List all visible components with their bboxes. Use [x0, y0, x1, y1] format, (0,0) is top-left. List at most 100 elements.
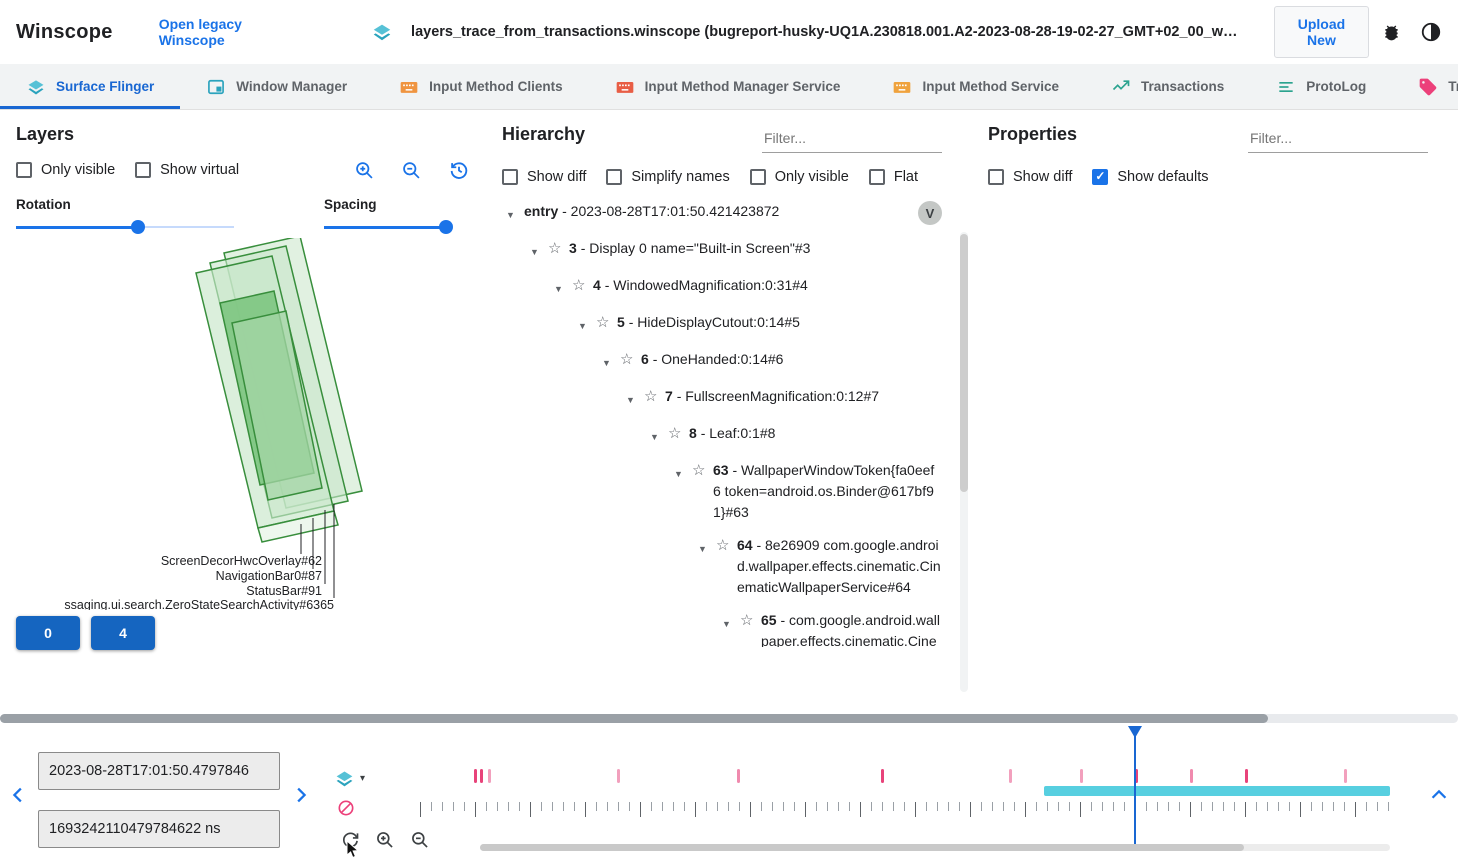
timeline-track-area[interactable]: [420, 724, 1395, 860]
tab-transitions[interactable]: Tra: [1392, 64, 1458, 109]
reset-view-icon[interactable]: [448, 159, 470, 181]
show-diff-checkbox[interactable]: Show diff: [988, 169, 1072, 185]
timestamp-input-human[interactable]: [38, 752, 280, 790]
show-diff-checkbox[interactable]: Show diff: [502, 169, 586, 185]
transactions-trace-toggle[interactable]: [336, 798, 356, 818]
chevron-down-icon[interactable]: ▼: [554, 284, 563, 294]
chevron-down-icon[interactable]: ▼: [578, 321, 587, 331]
layer-label[interactable]: ssaging.ui.search.ZeroStateSearchActivit…: [64, 598, 334, 612]
timestamp-input-ns[interactable]: [38, 810, 280, 848]
simplify-names-checkbox[interactable]: Simplify names: [606, 169, 730, 185]
only-visible-checkbox[interactable]: Only visible: [16, 162, 115, 178]
star-icon[interactable]: ☆: [572, 277, 586, 294]
panel-resize-divider[interactable]: [0, 712, 1458, 724]
chevron-down-icon[interactable]: ▼: [626, 395, 635, 405]
tree-node[interactable]: ▼ ☆ 8 - Leaf:0:1#8: [502, 417, 942, 454]
tree-node[interactable]: ▼ ☆ 7 - FullscreenMagnification:0:12#7: [502, 380, 942, 417]
hierarchy-filter-input[interactable]: [762, 124, 942, 153]
slider-thumb[interactable]: [131, 220, 146, 234]
tab-surface-flinger[interactable]: Surface Flinger: [0, 64, 181, 109]
display-button-0[interactable]: 0: [16, 616, 80, 650]
zoom-fit-icon[interactable]: [340, 830, 360, 850]
chevron-down-icon[interactable]: ▼: [602, 358, 611, 368]
only-visible-checkbox[interactable]: Only visible: [749, 169, 849, 185]
surface-flinger-trace-toggle[interactable]: ▾: [334, 768, 365, 789]
timeline-scrollbar[interactable]: [480, 844, 1390, 851]
timeline-event-marker[interactable]: [1080, 769, 1084, 783]
star-icon[interactable]: ☆: [548, 240, 562, 257]
upload-new-button[interactable]: Upload New: [1273, 6, 1369, 58]
timeline-marker-track[interactable]: [420, 768, 1395, 784]
tab-transactions[interactable]: Transactions: [1085, 64, 1250, 109]
bug-report-icon[interactable]: [1381, 22, 1402, 43]
timeline-selection-track[interactable]: [420, 786, 1395, 796]
tree-node[interactable]: ▼ ☆ 4 - WindowedMagnification:0:31#4: [502, 269, 942, 306]
timeline-event-marker[interactable]: [1344, 769, 1348, 783]
tab-input-method-manager-service[interactable]: Input Method Manager Service: [589, 64, 867, 109]
rotation-slider[interactable]: [16, 220, 234, 234]
chevron-down-icon[interactable]: ▼: [722, 619, 731, 629]
tree-node-entry[interactable]: ▼ entry - 2023-08-28T17:01:50.421423872 …: [502, 195, 942, 232]
tab-input-method-clients[interactable]: Input Method Clients: [373, 64, 588, 109]
star-icon[interactable]: ☆: [596, 314, 610, 331]
tree-node[interactable]: ▼ ☆ 3 - Display 0 name="Built-in Screen"#…: [502, 232, 942, 269]
hierarchy-scrollbar[interactable]: [960, 232, 968, 692]
divider-handle[interactable]: [0, 714, 1268, 723]
timeline-event-marker[interactable]: [1134, 769, 1138, 783]
timeline-event-marker[interactable]: [881, 769, 885, 783]
layer-label[interactable]: ScreenDecorHwcOverlay#62: [161, 554, 322, 568]
layers-3d-view[interactable]: ScreenDecorHwcOverlay#62 NavigationBar0#…: [16, 235, 470, 612]
slider-thumb[interactable]: [438, 220, 453, 234]
open-legacy-link[interactable]: Open legacy Winscope: [158, 16, 242, 48]
star-icon[interactable]: ☆: [692, 462, 706, 479]
timeline-event-marker[interactable]: [1008, 769, 1012, 783]
tab-input-method-service[interactable]: Input Method Service: [866, 64, 1085, 109]
timeline-ruler[interactable]: [420, 802, 1395, 820]
tree-node[interactable]: ▼ ☆ 5 - HideDisplayCutout:0:14#5: [502, 306, 942, 343]
timeline-event-marker[interactable]: [736, 769, 740, 783]
tree-node[interactable]: ▼ ☆ 64 - 8e26909 com.google.android.wallp…: [502, 529, 942, 604]
tree-node[interactable]: ▼ ☆ 63 - WallpaperWindowToken{fa0eef6 tok…: [502, 454, 942, 529]
star-icon[interactable]: ☆: [668, 425, 682, 442]
chevron-down-icon[interactable]: ▼: [674, 469, 683, 479]
timeline-event-marker[interactable]: [488, 769, 492, 783]
spacing-slider[interactable]: [324, 220, 453, 234]
tab-protolog[interactable]: ProtoLog: [1250, 64, 1392, 109]
star-icon[interactable]: ☆: [716, 537, 730, 554]
tree-node[interactable]: ▼ ☆ 6 - OneHanded:0:14#6: [502, 343, 942, 380]
scrollbar-thumb[interactable]: [480, 844, 1245, 851]
chevron-down-icon[interactable]: ▼: [530, 247, 539, 257]
layer-label[interactable]: NavigationBar0#87: [216, 569, 322, 583]
chevron-down-icon[interactable]: ▼: [650, 432, 659, 442]
timeline-zoom-in-icon[interactable]: [375, 830, 395, 850]
show-virtual-checkbox[interactable]: Show virtual: [135, 162, 239, 178]
expand-timeline-button[interactable]: [1428, 784, 1450, 806]
tree-node[interactable]: ▼ ☆ 65 - com.google.android.wallpaper.eff…: [502, 604, 942, 647]
star-icon[interactable]: ☆: [644, 388, 658, 405]
display-button-4[interactable]: 4: [91, 616, 155, 650]
timeline-event-marker[interactable]: [473, 769, 477, 783]
show-defaults-checkbox[interactable]: Show defaults: [1092, 169, 1208, 185]
timeline-selection-bar[interactable]: [1044, 786, 1391, 796]
timeline-event-marker[interactable]: [616, 769, 620, 783]
timeline-zoom-out-icon[interactable]: [410, 830, 430, 850]
dark-mode-toggle-icon[interactable]: [1420, 21, 1442, 43]
next-entry-button[interactable]: [289, 784, 311, 806]
previous-entry-button[interactable]: [8, 784, 30, 806]
timeline-cursor[interactable]: [1127, 726, 1142, 850]
timeline-event-marker[interactable]: [1244, 769, 1248, 783]
scrollbar-thumb[interactable]: [960, 234, 968, 492]
zoom-out-icon[interactable]: [401, 160, 422, 181]
layer-label[interactable]: StatusBar#91: [246, 584, 322, 598]
properties-filter-input[interactable]: [1248, 124, 1428, 153]
star-icon[interactable]: ☆: [620, 351, 634, 368]
timeline-event-marker[interactable]: [1190, 769, 1194, 783]
zoom-in-icon[interactable]: [354, 160, 375, 181]
chevron-down-icon[interactable]: ▼: [698, 544, 707, 554]
tab-window-manager[interactable]: Window Manager: [180, 64, 373, 109]
chevron-down-icon[interactable]: ▼: [506, 210, 515, 220]
chevron-down-icon[interactable]: ▾: [360, 773, 366, 784]
flat-checkbox[interactable]: Flat: [868, 169, 918, 185]
timeline-event-marker[interactable]: [480, 769, 484, 783]
star-icon[interactable]: ☆: [740, 612, 754, 629]
